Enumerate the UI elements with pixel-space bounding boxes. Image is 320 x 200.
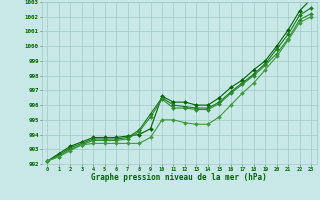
X-axis label: Graphe pression niveau de la mer (hPa): Graphe pression niveau de la mer (hPa) (91, 173, 267, 182)
